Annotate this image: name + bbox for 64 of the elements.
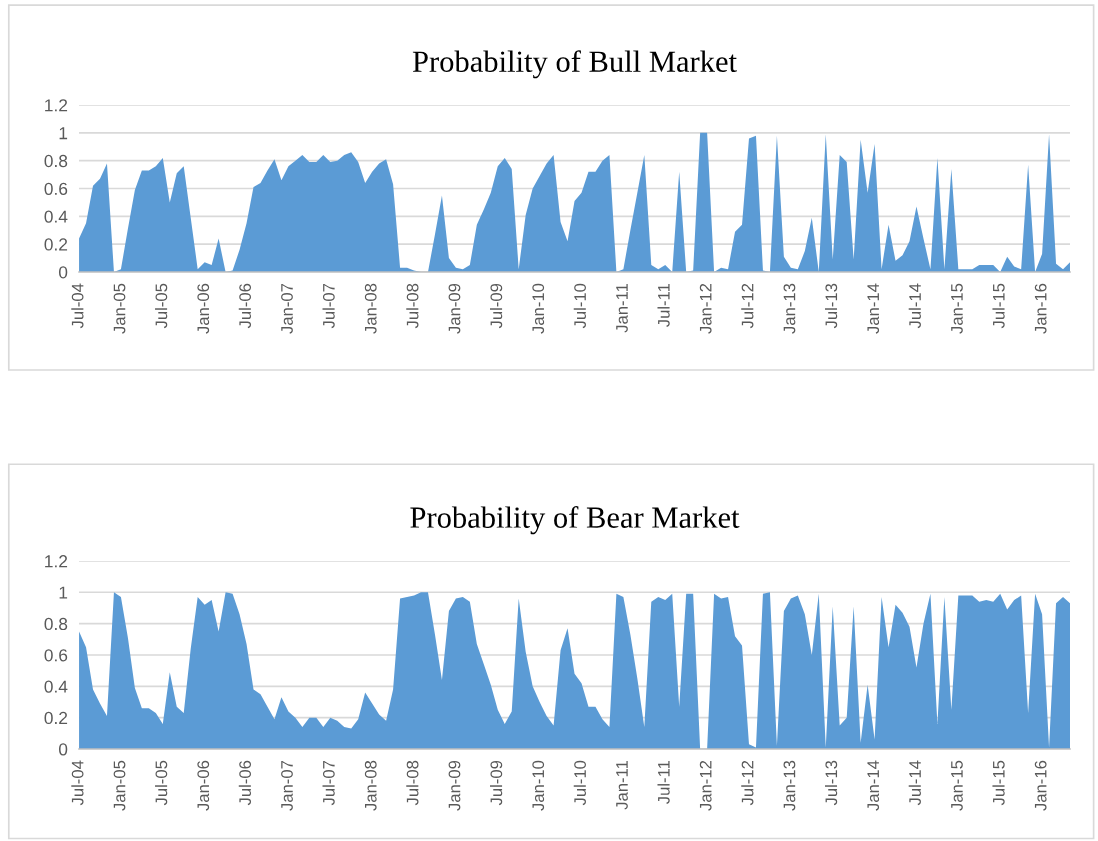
x-tick-label: Jan-07 (281, 283, 293, 334)
x-tick-label: Jul-11 (657, 760, 670, 805)
x-tick-label: Jan-10 (532, 283, 545, 334)
x-tick-label: Jul-14 (908, 760, 921, 806)
chart-title: Probability of Bear Market (410, 506, 740, 535)
x-tick-label: Jul-15 (992, 283, 1005, 329)
y-tick-label: 0.8 (44, 154, 68, 168)
chart-title: Probability of Bull Market (412, 50, 737, 79)
x-tick-label: Jan-13 (783, 760, 796, 811)
x-tick-label: Jan-13 (783, 283, 796, 334)
y-tick-label: 1 (59, 586, 68, 599)
x-tick-label: Jan-05 (113, 760, 126, 811)
x-tick-label: Jul-05 (155, 760, 168, 806)
x-tick-label: Jan-08 (364, 283, 377, 334)
x-tick-label: Jan-10 (532, 760, 545, 811)
x-tick-label: Jan-09 (448, 283, 461, 334)
x-tick-label: Jul-12 (741, 283, 754, 329)
x-tick-label: Jul-08 (406, 760, 419, 806)
y-tick-label: 0 (58, 743, 68, 756)
x-tick-label: Jul-15 (992, 760, 1005, 806)
x-tick-label: Jan-06 (197, 760, 210, 811)
y-tick-label: 0.2 (44, 238, 68, 251)
y-tick-label: 1.2 (45, 99, 68, 112)
x-tick-label: Jul-09 (490, 760, 503, 806)
x-tick-label: Jul-12 (741, 760, 754, 806)
x-tick-label: Jan-15 (951, 760, 963, 811)
x-tick-label: Jul-05 (155, 283, 168, 329)
x-tick-label: Jan-11 (616, 283, 628, 333)
x-tick-label: Jan-12 (699, 760, 712, 811)
x-tick-label: Jul-09 (490, 283, 503, 329)
x-tick-label: Jan-16 (1034, 760, 1047, 811)
x-tick-label: Jul-14 (908, 283, 921, 329)
x-tick-label: Jul-13 (824, 760, 838, 806)
y-tick-label: 0.4 (44, 210, 68, 223)
y-tick-label: 1 (59, 127, 68, 140)
x-tick-label: Jul-10 (573, 283, 586, 329)
y-tick-label: 0.8 (44, 617, 68, 631)
y-tick-label: 0.6 (44, 182, 68, 195)
x-tick-label: Jul-07 (322, 760, 335, 806)
x-tick-label: Jan-06 (197, 283, 210, 334)
x-tick-label: Jan-09 (448, 760, 461, 811)
x-tick-label: Jul-06 (238, 760, 252, 806)
x-tick-label: Jan-14 (867, 760, 880, 811)
y-tick-label: 0.4 (44, 680, 68, 693)
x-tick-label: Jan-15 (951, 283, 963, 334)
y-tick-label: 0 (58, 266, 68, 279)
x-tick-label: Jan-16 (1034, 283, 1047, 334)
x-tick-label: Jul-07 (322, 283, 335, 329)
x-tick-label: Jan-14 (867, 283, 880, 334)
x-tick-label: Jan-12 (699, 283, 712, 334)
x-tick-label: Jul-04 (71, 760, 84, 806)
x-tick-label: Jan-07 (281, 760, 293, 811)
x-tick-label: Jan-05 (113, 283, 126, 334)
y-tick-label: 1.2 (45, 555, 68, 568)
x-tick-label: Jul-10 (573, 760, 586, 806)
x-tick-label: Jan-11 (616, 760, 628, 810)
y-tick-label: 0.2 (44, 711, 68, 725)
x-tick-label: Jul-08 (406, 283, 419, 329)
y-tick-label: 0.6 (44, 649, 68, 662)
x-tick-label: Jul-13 (824, 283, 838, 329)
x-tick-label: Jul-06 (238, 283, 252, 329)
x-tick-label: Jan-08 (364, 760, 377, 811)
x-tick-label: Jul-11 (657, 283, 670, 327)
x-tick-label: Jul-04 (71, 283, 84, 329)
